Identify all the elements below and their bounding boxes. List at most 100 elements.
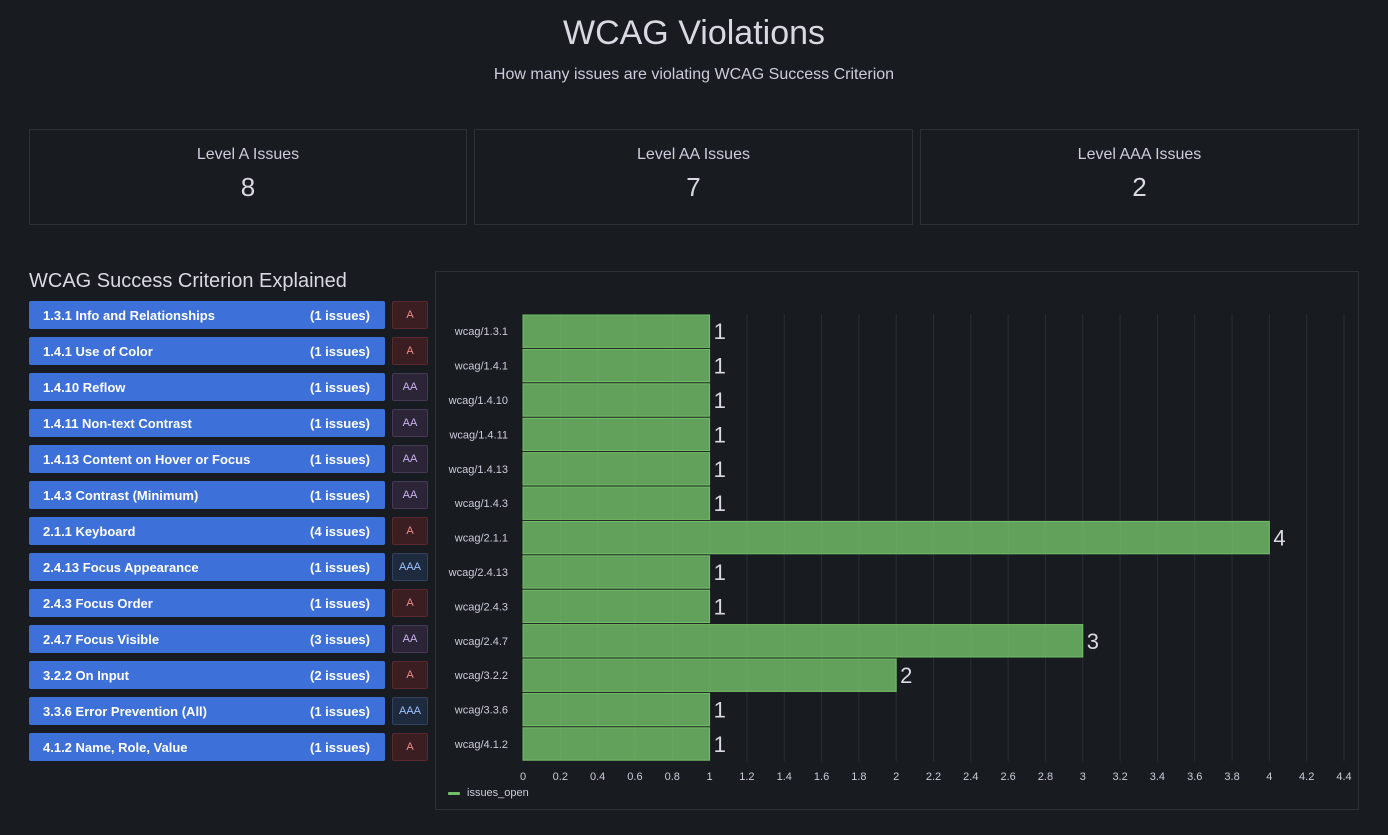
- criterion-link-button[interactable]: 4.1.2 Name, Role, Value (1 issues): [29, 733, 385, 761]
- criterion-row: 1.4.13 Content on Hover or Focus (1 issue…: [29, 445, 429, 481]
- criterion-count: (1 issues): [310, 379, 370, 395]
- bar: [522, 520, 1270, 555]
- bar: [522, 417, 711, 452]
- level-badge: A: [392, 337, 428, 365]
- criterion-link-button[interactable]: 2.4.7 Focus Visible (3 issues): [29, 625, 385, 653]
- bar: [522, 348, 711, 383]
- criterion-link-button[interactable]: 2.4.3 Focus Order (1 issues): [29, 589, 385, 617]
- bar-value-label: 1: [714, 388, 726, 413]
- criterion-link-button[interactable]: 2.4.13 Focus Appearance (1 issues): [29, 553, 385, 581]
- criterion-link-button[interactable]: 3.2.2 On Input (2 issues): [29, 661, 385, 689]
- criterion-name: 2.4.3 Focus Order: [43, 595, 153, 611]
- stat-label: Level A Issues: [196, 146, 300, 163]
- bar: [522, 589, 711, 624]
- criterion-link-button[interactable]: 1.4.11 Non-text Contrast (1 issues): [29, 409, 385, 437]
- bar-value-label: 1: [714, 732, 726, 757]
- x-tick-label: 3: [1080, 771, 1086, 783]
- criterion-name: 2.4.7 Focus Visible: [43, 631, 160, 647]
- criterion-count: (2 issues): [310, 667, 370, 683]
- y-category-label: wcag/4.1.2: [454, 739, 508, 751]
- bar-value-label: 2: [900, 663, 912, 688]
- criterion-name: 1.4.11 Non-text Contrast: [43, 415, 192, 431]
- bar: [522, 486, 711, 520]
- level-badge: AAA: [392, 553, 428, 581]
- criterion-link-button[interactable]: 1.4.3 Contrast (Minimum) (1 issues): [29, 481, 385, 509]
- criterion-count: (1 issues): [310, 595, 370, 611]
- y-category-label: wcag/1.4.3: [454, 498, 508, 510]
- x-tick-label: 4.4: [1336, 771, 1351, 783]
- y-category-label: wcag/2.4.3: [454, 601, 508, 613]
- bar-value-label: 4: [1273, 526, 1285, 551]
- criterion-name: 2.1.1 Keyboard: [43, 523, 136, 539]
- criterion-row: 1.4.10 Reflow (1 issues) AA: [29, 373, 429, 409]
- level-badge: AA: [392, 481, 428, 509]
- criterion-link-button[interactable]: 1.4.13 Content on Hover or Focus (1 issue…: [29, 445, 385, 473]
- x-tick-label: 3.2: [1112, 771, 1127, 783]
- x-tick-label: 0: [520, 771, 526, 783]
- criterion-name: 1.4.13 Content on Hover or Focus: [43, 451, 251, 467]
- level-badge: A: [392, 301, 428, 329]
- criterion-name: 3.2.2 On Input: [43, 667, 129, 683]
- level-badge: A: [392, 733, 428, 761]
- page-subtitle: How many issues are violating WCAG Succe…: [493, 66, 895, 83]
- chart-legend[interactable]: issues_open: [448, 787, 529, 799]
- y-category-label: wcag/3.2.2: [454, 670, 508, 682]
- x-tick-label: 1.2: [739, 771, 754, 783]
- criteria-heading: WCAG Success Criterion Explained: [29, 270, 347, 292]
- x-tick-label: 0.2: [553, 771, 568, 783]
- y-category-label: wcag/2.4.7: [454, 636, 508, 648]
- bar-value-label: 1: [714, 698, 726, 723]
- bar-value-label: 1: [714, 560, 726, 585]
- stat-value: 7: [686, 172, 701, 202]
- x-tick-label: 2: [893, 771, 899, 783]
- issues-bar-chart: 0 0.2 0.4 0.6 0.8 1 1.2 1.4 1.6 1.8 2 2.2 2.4 2.6 2.8 3…: [435, 271, 1359, 810]
- x-tick-label: 2.8: [1038, 771, 1053, 783]
- criterion-count: (1 issues): [310, 343, 370, 359]
- x-tick-label: 1: [707, 771, 713, 783]
- bar: [522, 383, 711, 417]
- criterion-row: 2.1.1 Keyboard (4 issues) A: [29, 517, 429, 553]
- criterion-link-button[interactable]: 3.3.6 Error Prevention (All) (1 issues): [29, 697, 385, 725]
- bar-value-label: 1: [714, 457, 726, 482]
- level-badge: AA: [392, 625, 428, 653]
- bar-value-label: 3: [1087, 629, 1099, 654]
- y-category-label: wcag/1.4.11: [448, 429, 508, 441]
- criterion-count: (1 issues): [310, 559, 370, 575]
- bar: [522, 658, 897, 692]
- x-tick-label: 2.2: [926, 771, 941, 783]
- criterion-row: 3.2.2 On Input (2 issues) A: [29, 661, 429, 697]
- criterion-count: (3 issues): [310, 631, 370, 647]
- bar: [522, 452, 711, 486]
- x-tick-label: 1.4: [777, 771, 792, 783]
- criterion-count: (1 issues): [310, 451, 370, 467]
- y-category-label: wcag/1.4.13: [448, 464, 508, 476]
- criterion-count: (1 issues): [310, 703, 370, 719]
- bar: [522, 314, 711, 348]
- x-tick-label: 0.6: [627, 771, 642, 783]
- criterion-name: 3.3.6 Error Prevention (All): [43, 703, 207, 719]
- y-category-label: wcag/2.4.13: [448, 567, 508, 579]
- x-tick-label: 2.4: [963, 771, 978, 783]
- criterion-row: 2.4.13 Focus Appearance (1 issues) AAA: [29, 553, 429, 589]
- level-badge: A: [392, 517, 428, 545]
- criterion-link-button[interactable]: 2.1.1 Keyboard (4 issues): [29, 517, 385, 545]
- level-badge: AA: [392, 373, 428, 401]
- criterion-count: (1 issues): [310, 415, 370, 431]
- criterion-count: (1 issues): [310, 739, 370, 755]
- x-tick-label: 1.6: [814, 771, 829, 783]
- stat-level-a: Level A Issues 8: [29, 129, 467, 225]
- criterion-link-button[interactable]: 1.4.1 Use of Color (1 issues): [29, 337, 385, 365]
- x-tick-label: 0.4: [590, 771, 605, 783]
- x-tick-label: 1.8: [851, 771, 866, 783]
- bar-value-label: 1: [714, 491, 726, 516]
- bar: [522, 555, 711, 589]
- criterion-link-button[interactable]: 1.3.1 Info and Relationships (1 issues): [29, 301, 385, 329]
- criterion-row: 2.4.3 Focus Order (1 issues) A: [29, 589, 429, 625]
- criterion-count: (4 issues): [310, 523, 370, 539]
- y-category-label: wcag/1.4.10: [448, 395, 508, 407]
- criterion-link-button[interactable]: 1.4.10 Reflow (1 issues): [29, 373, 385, 401]
- page-title: WCAG Violations: [562, 14, 826, 52]
- bar-value-label: 1: [714, 422, 726, 447]
- x-tick-label: 0.8: [665, 771, 680, 783]
- criterion-name: 4.1.2 Name, Role, Value: [43, 739, 188, 755]
